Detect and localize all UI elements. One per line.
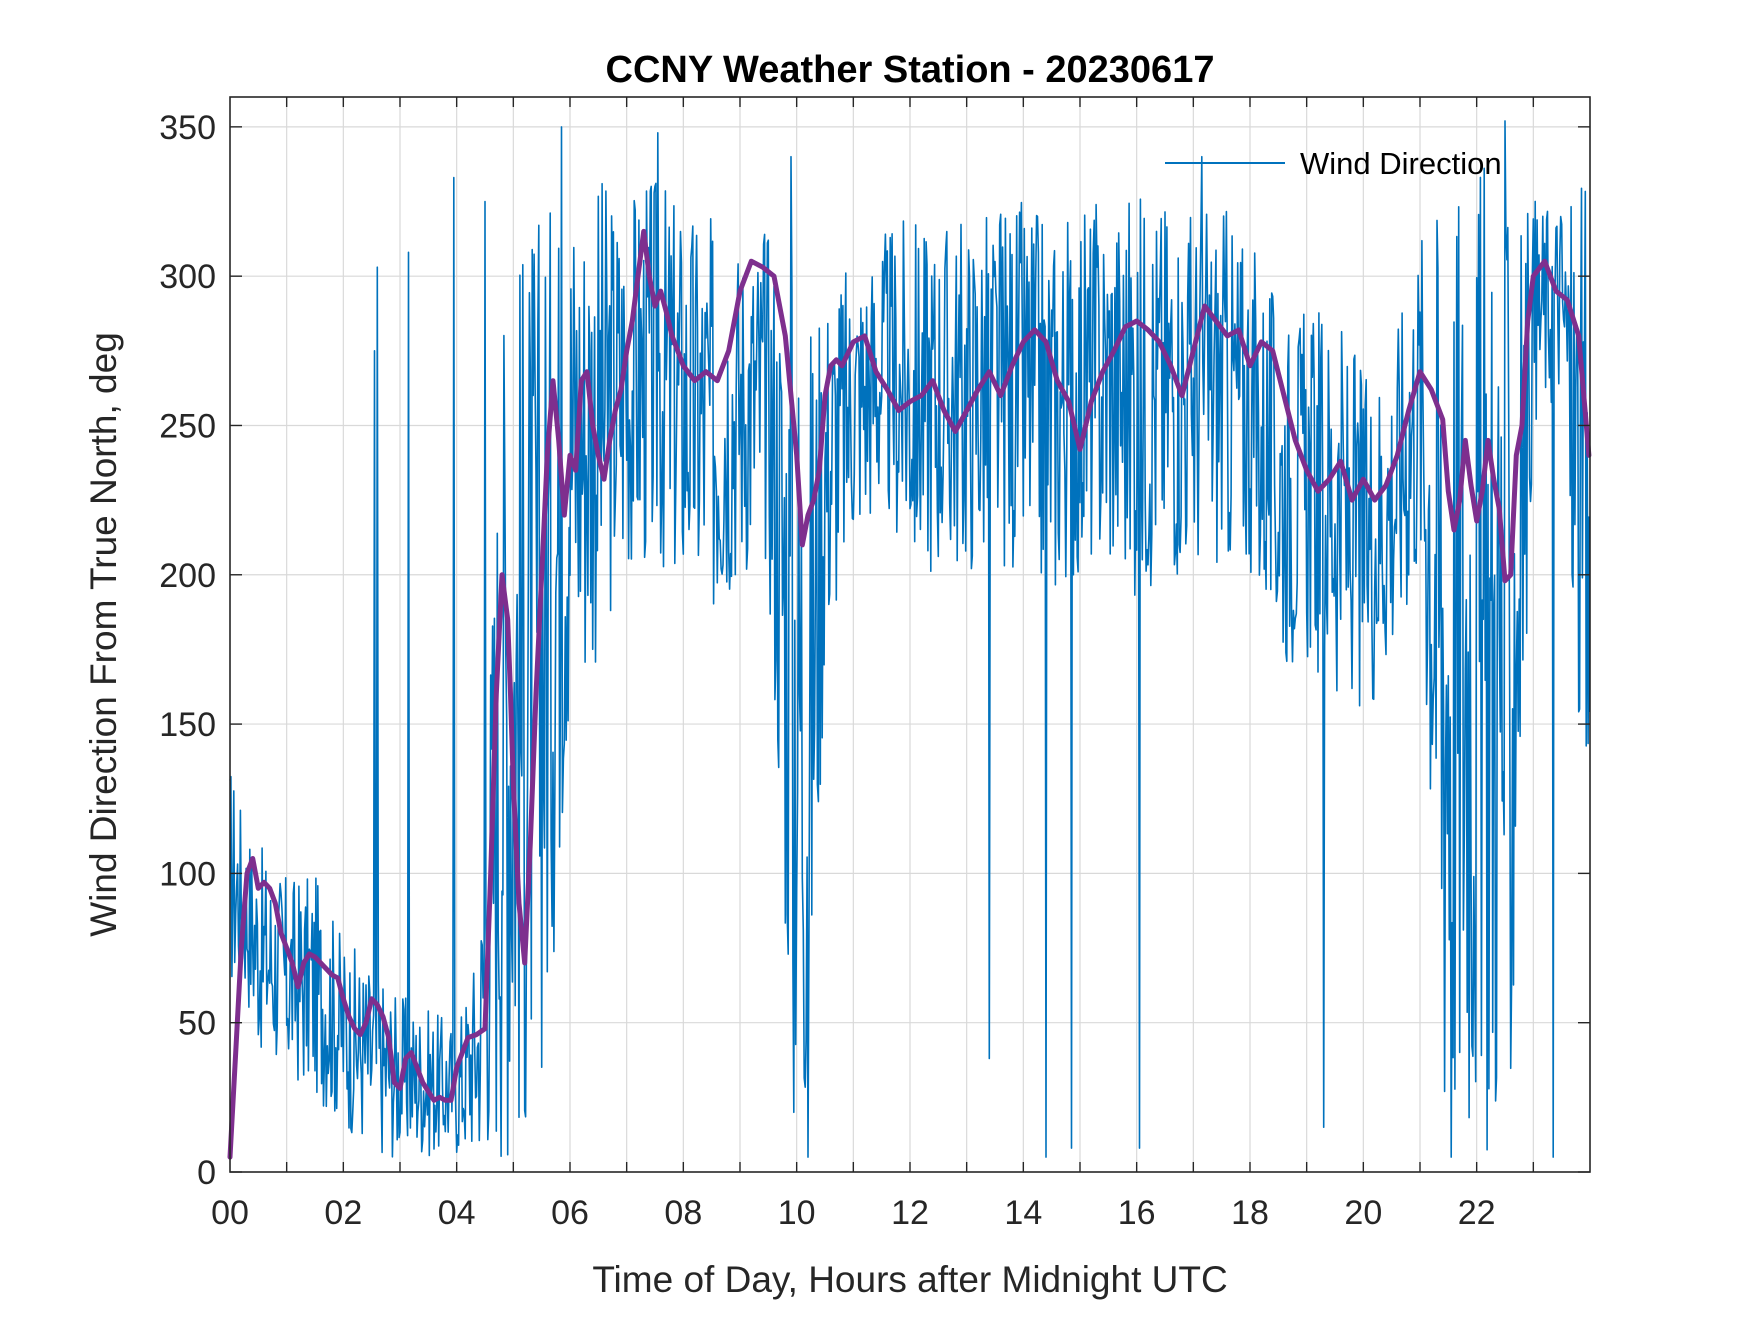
series-smoothed-wind-direction bbox=[227, 228, 1592, 1160]
y-tick-label: 50 bbox=[178, 1005, 216, 1043]
y-tick-label: 200 bbox=[159, 557, 216, 595]
x-axis-label: Time of Day, Hours after Midnight UTC bbox=[592, 1259, 1227, 1300]
y-tick-label: 0 bbox=[197, 1154, 216, 1192]
y-axis-label: Wind Direction From True North, deg bbox=[83, 332, 124, 937]
legend-label-wind-direction: Wind Direction bbox=[1300, 146, 1502, 181]
chart-title: CCNY Weather Station - 20230617 bbox=[606, 49, 1215, 91]
x-tick-label: 12 bbox=[891, 1194, 929, 1232]
x-tick-label: 06 bbox=[551, 1194, 589, 1232]
y-tick-label: 150 bbox=[159, 706, 216, 744]
x-tick-label: 16 bbox=[1118, 1194, 1156, 1232]
x-tick-label: 20 bbox=[1344, 1194, 1382, 1232]
y-tick-label: 350 bbox=[159, 109, 216, 147]
x-tick-label: 00 bbox=[211, 1194, 249, 1232]
tick-labels: 00 02 04 06 08 10 12 14 16 18 20 22 0 50 100 150 200 250 3… bbox=[159, 109, 1495, 1232]
series-layer bbox=[227, 120, 1592, 1160]
x-tick-label: 14 bbox=[1004, 1194, 1042, 1232]
x-tick-label: 02 bbox=[324, 1194, 362, 1232]
x-tick-label: 22 bbox=[1458, 1194, 1496, 1232]
x-tick-label: 04 bbox=[438, 1194, 476, 1232]
legend: Wind Direction bbox=[1165, 146, 1502, 181]
y-tick-label: 250 bbox=[159, 407, 216, 445]
x-tick-label: 08 bbox=[664, 1194, 702, 1232]
axes bbox=[229, 96, 1591, 1173]
y-tick-label: 100 bbox=[159, 855, 216, 893]
x-tick-label: 10 bbox=[778, 1194, 816, 1232]
x-tick-label: 18 bbox=[1231, 1194, 1269, 1232]
y-tick-label: 300 bbox=[159, 258, 216, 296]
series-wind-direction bbox=[229, 120, 1590, 1158]
